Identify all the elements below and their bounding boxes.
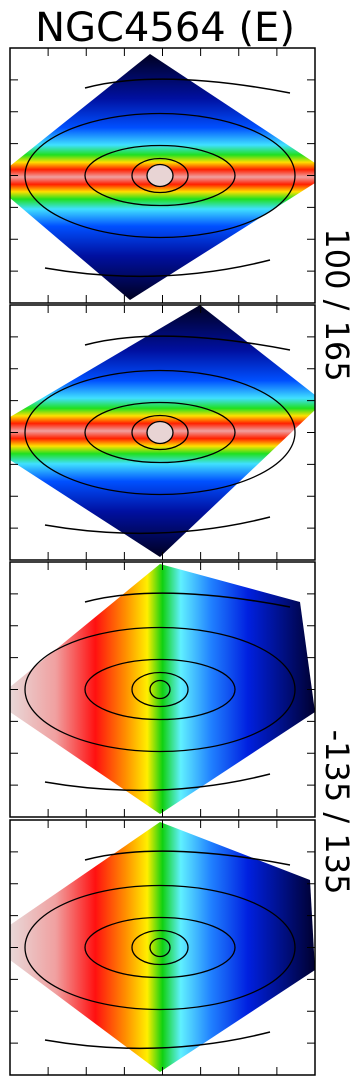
contour — [84, 335, 291, 351]
contour — [84, 78, 291, 94]
panels — [9, 47, 316, 1076]
title: NGC4564 (E) — [35, 5, 295, 51]
contour — [84, 850, 291, 866]
contour — [44, 1031, 271, 1050]
map-panel — [9, 304, 316, 561]
panel-label: -135 / 135 — [318, 730, 356, 895]
isophote — [146, 163, 174, 188]
isophote — [131, 157, 189, 194]
isophote — [146, 420, 174, 445]
isophote — [131, 414, 189, 451]
isophote — [131, 671, 189, 708]
map-panel — [9, 819, 316, 1076]
isophote — [24, 884, 296, 1011]
isophote — [149, 937, 171, 958]
map — [10, 564, 315, 814]
contour — [44, 516, 271, 535]
map — [10, 822, 315, 1072]
map-panel — [9, 47, 316, 304]
isophote — [84, 144, 236, 207]
contour — [44, 259, 271, 278]
isophote — [24, 369, 296, 496]
isophote — [84, 916, 236, 979]
isophote — [24, 626, 296, 753]
isophote — [84, 401, 236, 464]
isophote — [149, 679, 171, 700]
isophote — [24, 112, 296, 239]
map-panel — [9, 561, 316, 818]
isophote — [131, 929, 189, 966]
isophote — [84, 658, 236, 721]
contour — [44, 773, 271, 792]
contour — [84, 592, 291, 608]
panel-label: 100 / 165 — [318, 228, 356, 381]
